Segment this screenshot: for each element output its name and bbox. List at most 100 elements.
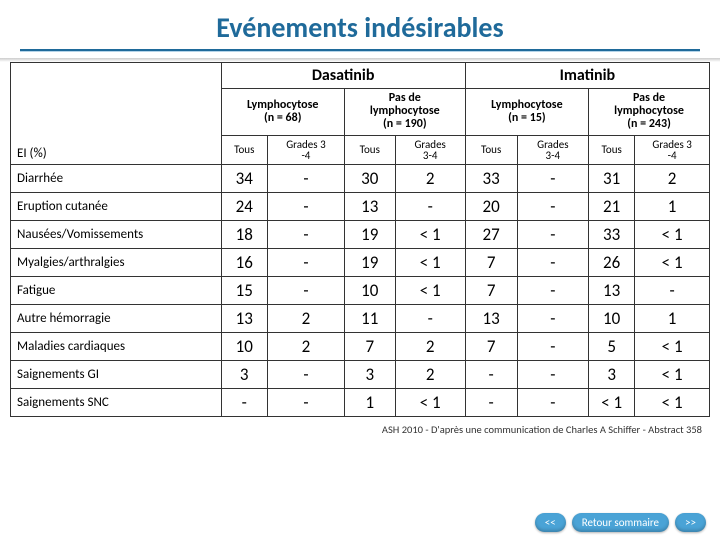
cell: - [395,192,465,220]
cell: < 1 [395,248,465,276]
cell: 33 [589,220,635,248]
cell: 11 [344,304,395,332]
cell: 13 [589,276,635,304]
cell: 26 [589,248,635,276]
cell: - [267,164,344,192]
cell: 21 [589,192,635,220]
col-a2t: Tous [344,135,395,164]
cell: 31 [589,164,635,192]
cell: - [465,360,517,388]
cell: 20 [465,192,517,220]
cell: < 1 [635,360,710,388]
row-label: Autre hémorragie [11,304,222,332]
adverse-events-table: EI (%) Dasatinib Imatinib Lymphocytose(n… [10,62,710,417]
page-title: Evénements indésirables [0,0,720,49]
cell: 19 [344,248,395,276]
col-b2g: Grades 3-4 [635,135,710,164]
table-row: Diarrhée34-30233-312 [11,164,710,192]
home-button[interactable]: Retour sommaire [572,513,669,532]
cell: - [267,276,344,304]
cell: 3 [589,360,635,388]
next-button[interactable]: >> [675,513,706,532]
table-row: Autre hémorragie13211-13-101 [11,304,710,332]
cell: 13 [344,192,395,220]
cell: 2 [395,332,465,360]
cell: < 1 [635,388,710,416]
drug-header-b: Imatinib [465,63,709,89]
title-underline [20,49,700,52]
subgroup-b1: Lymphocytose(n = 15) [465,89,588,136]
cell: - [517,220,589,248]
cell: - [267,220,344,248]
drug-header-a: Dasatinib [221,63,465,89]
cell: 5 [589,332,635,360]
cell: - [267,192,344,220]
cell: 24 [221,192,267,220]
table-row: Myalgies/arthralgies16-19< 17-26< 1 [11,248,710,276]
cell: < 1 [635,220,710,248]
cell: < 1 [395,276,465,304]
subgroup-b2: Pas delymphocytose(n = 243) [589,89,710,136]
cell: 2 [267,304,344,332]
cell: 1 [344,388,395,416]
footer-nav: << Retour sommaire >> [535,513,706,532]
cell: 2 [267,332,344,360]
cell: 18 [221,220,267,248]
row-label: Eruption cutanée [11,192,222,220]
subgroup-a1: Lymphocytose(n = 68) [221,89,344,136]
cell: 1 [635,192,710,220]
table-row: Fatigue15-10< 17-13- [11,276,710,304]
table-row: Saignements GI3-32--3< 1 [11,360,710,388]
table-row: Saignements SNC--1< 1--< 1< 1 [11,388,710,416]
row-label: Myalgies/arthralgies [11,248,222,276]
cell: 30 [344,164,395,192]
col-a1g: Grades 3-4 [267,135,344,164]
cell: - [395,304,465,332]
prev-button[interactable]: << [535,513,566,532]
col-b2t: Tous [589,135,635,164]
cell: < 1 [635,332,710,360]
row-label: Fatigue [11,276,222,304]
cell: - [267,248,344,276]
cell: 10 [344,276,395,304]
cell: - [635,276,710,304]
cell: 13 [221,304,267,332]
cell: - [267,388,344,416]
cell: - [517,276,589,304]
cell: 33 [465,164,517,192]
row-label: Saignements GI [11,360,222,388]
cell: 34 [221,164,267,192]
source-footnote: ASH 2010 - D'après une communication de … [0,417,720,436]
cell: - [267,360,344,388]
cell: 2 [395,164,465,192]
cell: 27 [465,220,517,248]
row-label: Diarrhée [11,164,222,192]
cell: 7 [465,248,517,276]
cell: < 1 [395,220,465,248]
table-row: Maladies cardiaques102727-5< 1 [11,332,710,360]
col-a1t: Tous [221,135,267,164]
cell: - [517,360,589,388]
cell: 7 [465,276,517,304]
cell: - [517,192,589,220]
col-b1t: Tous [465,135,517,164]
cell: 19 [344,220,395,248]
cell: 15 [221,276,267,304]
cell: < 1 [395,388,465,416]
cell: - [465,388,517,416]
cell: 2 [395,360,465,388]
cell: - [517,164,589,192]
cell: 2 [635,164,710,192]
cell: - [517,248,589,276]
cell: 10 [589,304,635,332]
table-row: Eruption cutanée24-13-20-211 [11,192,710,220]
cell: - [517,388,589,416]
cell: 16 [221,248,267,276]
cell: 7 [465,332,517,360]
cell: - [221,388,267,416]
cell: 7 [344,332,395,360]
table-row: Nausées/Vomissements18-19< 127-33< 1 [11,220,710,248]
row-header: EI (%) [11,63,222,165]
subgroup-a2: Pas delymphocytose(n = 190) [344,89,465,136]
cell: < 1 [589,388,635,416]
